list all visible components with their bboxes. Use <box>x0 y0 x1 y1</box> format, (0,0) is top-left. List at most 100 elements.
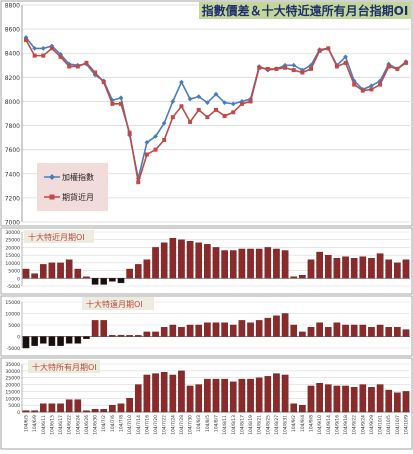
x-axis-date-label: 104/7/20 <box>153 415 159 435</box>
far-oi-bar <box>31 336 38 346</box>
all-oi-y-tick-label: 0 <box>17 410 20 416</box>
near-oi-bar <box>247 248 254 279</box>
x-axis-date-label: 104/8/3 <box>196 415 202 432</box>
x-axis-date-label: 104/6/30 <box>93 415 99 435</box>
all-oi-bar <box>134 384 142 413</box>
far-oi-bar <box>152 331 159 337</box>
far-oi-bar <box>221 322 228 337</box>
near-oi-bar <box>402 259 410 279</box>
far-oi-bar <box>134 335 142 337</box>
futures-point <box>67 64 72 69</box>
all-oi-bar <box>247 378 254 413</box>
futures-point <box>265 66 270 71</box>
near-oi-bar <box>229 250 237 279</box>
x-axis-date-label: 104/8/17 <box>239 415 245 435</box>
oi-panels-bars <box>22 237 410 413</box>
all-oi-bar <box>229 381 237 413</box>
far-oi-bar <box>255 320 263 337</box>
x-axis-date-label: 104/6/15 <box>49 415 55 435</box>
futures-point <box>283 65 288 70</box>
near-oi-bar <box>273 248 280 279</box>
x-axis-date-label: 104/9/24 <box>360 415 366 435</box>
futures-point <box>153 147 158 152</box>
near-oi-bar <box>359 256 367 279</box>
futures-point <box>196 107 201 112</box>
near-oi-y-tick-label: 0 <box>17 276 20 282</box>
all-oi-bar <box>359 384 367 413</box>
index-point <box>170 99 176 104</box>
near-oi-bar <box>39 264 47 279</box>
x-axis-date-label: 104/7/14 <box>136 415 142 435</box>
near-oi-bar <box>255 248 263 279</box>
price-gridlines <box>22 4 410 223</box>
near-oi-y-tick-label: 25000 <box>5 238 20 244</box>
futures-point <box>326 46 331 51</box>
all-oi-bar <box>74 399 82 413</box>
all-oi-bar <box>152 373 159 413</box>
index-point <box>351 78 357 84</box>
far-oi-bar <box>247 322 254 337</box>
x-axis-date-label: 104/7/22 <box>162 415 168 435</box>
x-axis-date-label: 104/9/4 <box>300 415 306 432</box>
price-y-tick-label: 7200 <box>5 195 20 202</box>
all-oi-y-tick-label: 20000 <box>5 383 20 389</box>
all-oi-bar <box>281 374 289 413</box>
x-axis-date-label: 104/9/16 <box>334 415 340 435</box>
far-oi-bar <box>169 324 177 337</box>
x-axis-date-label: 104/6/26 <box>84 415 90 435</box>
near-oi-label: 十大特近月期OI <box>28 232 85 242</box>
all-oi-y-tick-label: 10000 <box>5 396 20 402</box>
all-oi-bar <box>100 409 108 413</box>
near-oi-bar <box>333 258 341 279</box>
near-oi-bar <box>100 278 108 285</box>
x-axis-date-label: 104/10/1 <box>378 415 384 435</box>
all-oi-bar <box>22 410 30 413</box>
near-oi-y-tick-label: 20000 <box>5 245 20 251</box>
all-oi-bar <box>169 374 177 413</box>
x-axis-date-label: 104/9/14 <box>326 415 332 435</box>
chart-title-box <box>199 2 411 19</box>
index-point <box>308 62 314 68</box>
futures-point <box>386 64 391 69</box>
x-axis-date-label: 104/9/2 <box>291 415 297 432</box>
index-point <box>230 101 236 107</box>
near-oi-bar <box>143 259 151 279</box>
near-oi-bar <box>204 244 211 279</box>
futures-point <box>101 80 106 85</box>
x-axis-date-label: 104/7/8 <box>119 415 125 432</box>
price-y-tick-label: 7000 <box>5 220 20 227</box>
near-oi-bar <box>290 276 298 279</box>
futures-point <box>41 53 46 58</box>
futures-point <box>378 82 383 87</box>
all-oi-y-tick-label: 15000 <box>5 389 20 395</box>
futures-point <box>360 88 365 93</box>
x-axis-date-label: 104/9/22 <box>352 415 358 435</box>
index-point <box>204 100 210 106</box>
far-oi-bar <box>368 327 375 337</box>
far-oi-bar <box>204 322 211 337</box>
far-oi-bar <box>186 324 194 337</box>
futures-point <box>274 66 279 71</box>
index-point <box>179 79 184 85</box>
all-oi-bar <box>376 384 384 413</box>
index-point <box>213 91 219 97</box>
x-axis-date-label: 104/7/2 <box>101 415 107 432</box>
far-oi-bar <box>178 327 185 337</box>
chart-title: 指數價差＆十大特近遠所有月台指期OI <box>202 3 409 18</box>
near-oi-bar <box>65 259 73 279</box>
all-oi-bar <box>316 383 323 413</box>
x-axis-date-label: 104/8/25 <box>265 415 271 435</box>
x-axis-date-label: 104/6/24 <box>75 415 81 435</box>
all-oi-bar <box>255 377 263 413</box>
all-oi-bar <box>264 376 272 413</box>
futures-point <box>136 180 141 185</box>
legend-label-index: 加權指數 <box>62 172 94 182</box>
futures-point <box>49 46 54 51</box>
near-oi-bar <box>342 256 349 279</box>
x-axis-date-label: 104/10/9 <box>404 415 410 435</box>
near-oi-bar <box>48 262 56 279</box>
all-oi-bar <box>333 385 341 413</box>
near-oi-bar <box>186 241 194 279</box>
near-oi-bar <box>57 262 64 279</box>
